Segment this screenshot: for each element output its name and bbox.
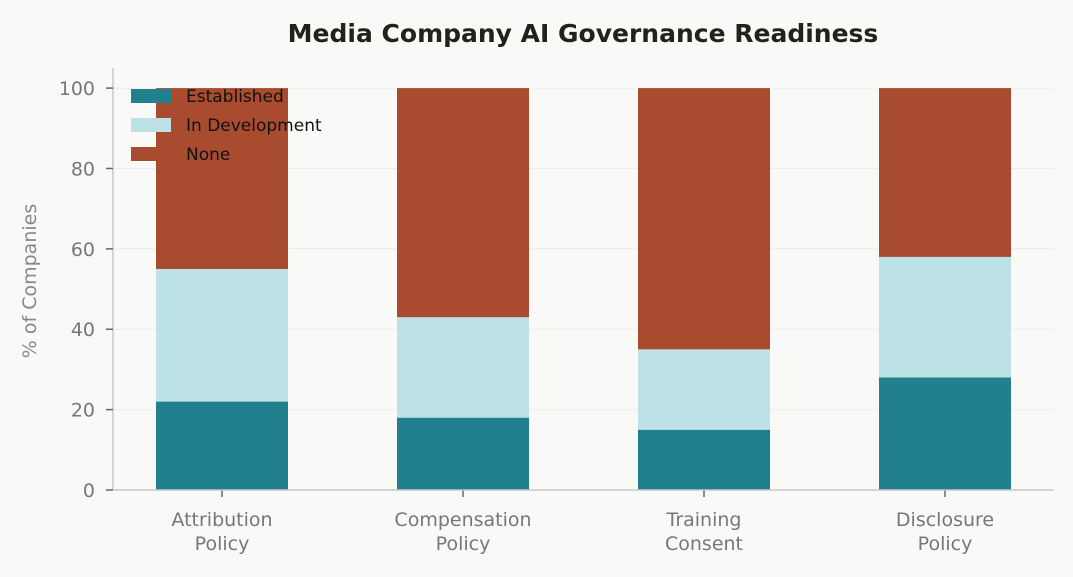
y-axis-label: % of Companies [19, 204, 41, 358]
bar-segment-none [879, 88, 1011, 257]
bars [156, 88, 1011, 490]
bar-segment-none [638, 88, 770, 350]
bar-segment-none [156, 88, 288, 269]
bar-segment-in-development [879, 256, 1011, 378]
bar-segment-established [397, 417, 529, 490]
x-tick-label: Training [666, 509, 742, 531]
x-tick-label: Disclosure [896, 509, 994, 531]
x-tick-label: Compensation [394, 509, 531, 531]
bar-segment-in-development [397, 317, 529, 418]
bar-segment-none [397, 88, 529, 318]
y-tick-label: 80 [71, 158, 95, 180]
legend-label: None [186, 145, 230, 165]
x-tick-label: Attribution [171, 509, 272, 531]
legend-swatch [131, 147, 171, 161]
bar-segment-established [156, 401, 288, 490]
chart-title: Media Company AI Governance Readiness [288, 19, 879, 48]
bar-segment-in-development [638, 349, 770, 430]
x-tick-label: Consent [665, 533, 743, 555]
bar-segment-in-development [156, 268, 288, 402]
legend-label: Established [186, 87, 284, 107]
y-tick-label: 40 [71, 319, 95, 341]
y-tick-label: 60 [71, 239, 95, 261]
y-tick-label: 0 [83, 480, 95, 502]
bar-segment-established [879, 377, 1011, 490]
legend: Established In Development None [131, 87, 322, 165]
y-tick-label: 20 [71, 400, 95, 422]
x-tick-label: Policy [436, 533, 491, 555]
bar-segment-established [638, 429, 770, 490]
legend-swatch [131, 118, 171, 132]
legend-label: In Development [186, 116, 322, 136]
axes: AttributionPolicyCompensationPolicyTrain… [59, 68, 1054, 555]
y-tick-label: 100 [59, 78, 95, 100]
x-tick-label: Policy [918, 533, 973, 555]
x-tick-label: Policy [195, 533, 250, 555]
legend-swatch [131, 89, 171, 103]
